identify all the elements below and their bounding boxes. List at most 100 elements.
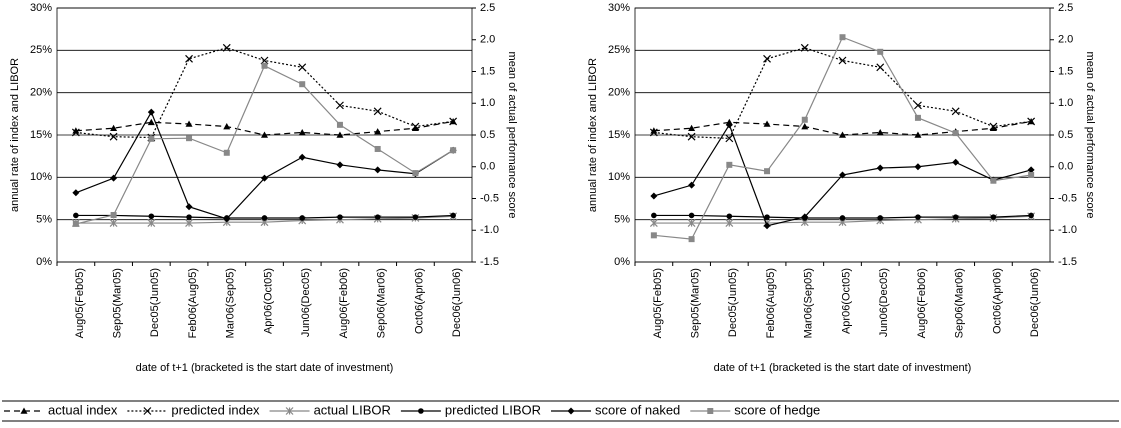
marker-part	[450, 212, 456, 219]
marker-part	[374, 128, 382, 135]
y-tick-label: 25%	[608, 44, 630, 56]
data-point	[876, 164, 884, 172]
marker-part	[298, 153, 306, 161]
y2-tick-label: -0.5	[1058, 192, 1077, 204]
legend-label: actual LIBOR	[314, 402, 391, 417]
y2-tick-label: 2.5	[1058, 2, 1073, 14]
data-point	[876, 63, 885, 72]
marker-part	[650, 192, 658, 200]
marker-part	[186, 214, 192, 220]
marker-part	[20, 407, 28, 414]
marker-part	[763, 120, 771, 127]
marker-part	[707, 408, 714, 414]
data-point	[185, 203, 193, 211]
data-point	[298, 153, 306, 161]
marker-part	[143, 407, 152, 415]
marker-part	[989, 124, 997, 132]
series-line	[75, 47, 454, 139]
y-tick-label: 10%	[30, 171, 52, 183]
marker-part	[223, 215, 231, 223]
data-point	[374, 166, 382, 174]
marker-part	[688, 181, 696, 189]
legend-label: score of naked	[595, 402, 680, 417]
marker-part	[800, 43, 809, 52]
x-tick-label: Apr06(Oct05)	[262, 268, 274, 334]
data-point	[336, 161, 344, 169]
data-point	[336, 101, 344, 110]
marker-part	[223, 149, 230, 156]
y2-tick-label: -0.5	[480, 192, 499, 204]
marker-part	[261, 62, 268, 69]
y-tick-label: 10%	[608, 171, 630, 183]
marker-part	[449, 117, 458, 126]
data-point	[839, 131, 846, 138]
y2-tick-label: 0.5	[480, 129, 495, 141]
y-tick-label: 30%	[608, 2, 630, 14]
marker-part	[839, 215, 846, 221]
marker-part	[71, 128, 80, 137]
marker-part	[147, 108, 155, 116]
data-point	[914, 101, 922, 110]
marker-part	[73, 212, 79, 219]
legend-marker	[143, 407, 152, 415]
marker-part	[450, 147, 457, 154]
y2-tick-label: 2.0	[1058, 34, 1073, 46]
marker-part	[374, 145, 381, 152]
marker-part	[185, 203, 193, 211]
data-point	[336, 121, 343, 128]
data-point	[725, 219, 734, 227]
data-point	[185, 120, 193, 127]
x-tick-label: Feb06(Aug05)	[765, 268, 777, 338]
data-point	[449, 117, 458, 126]
y2-tick-label: -1.5	[1058, 256, 1077, 268]
marker-part	[185, 120, 193, 127]
marker-part	[336, 101, 344, 110]
marker-part	[261, 174, 268, 182]
y2-tick-label: 2.0	[480, 34, 495, 46]
marker-part	[877, 215, 884, 221]
data-point	[109, 219, 118, 227]
marker-part	[374, 214, 381, 220]
data-point	[186, 135, 193, 142]
marker-part	[261, 215, 268, 221]
marker-part	[72, 189, 80, 197]
data-point	[952, 158, 960, 166]
data-point	[223, 215, 231, 223]
data-point	[411, 122, 420, 131]
legend-label: actual index	[48, 402, 118, 417]
y2-tick-label: 1.0	[1058, 97, 1073, 109]
data-point	[989, 124, 997, 132]
marker-part	[110, 174, 118, 182]
x-tick-label: Aug06(Feb06)	[338, 268, 350, 338]
marker-part	[72, 127, 80, 134]
legend-label: score of hedge	[734, 402, 820, 417]
marker-part	[336, 121, 343, 128]
x-tick-label: Dec05(Jun05)	[149, 268, 161, 337]
marker-part	[952, 214, 959, 220]
data-point	[223, 149, 230, 156]
marker-part	[222, 43, 231, 52]
data-point	[261, 174, 268, 182]
legend-marker	[567, 407, 575, 415]
marker-part	[110, 212, 117, 219]
y2-tick-label: 0.5	[1058, 129, 1073, 141]
marker-part	[839, 131, 846, 138]
marker-part	[223, 123, 231, 130]
x-tick-label: Aug05(Feb05)	[74, 268, 86, 338]
marker-part	[650, 127, 658, 134]
marker-part	[688, 236, 695, 243]
y-tick-label: 5%	[614, 214, 630, 226]
y-tick-label: 25%	[30, 44, 52, 56]
marker-part	[567, 407, 575, 415]
x-tick-label: Apr06(Oct05)	[840, 268, 852, 334]
x-tick-label: Jun06(Dec05)	[300, 268, 312, 337]
data-point	[952, 214, 959, 220]
marker-part	[914, 101, 922, 110]
data-point	[801, 123, 809, 130]
legend-marker	[285, 407, 294, 415]
y2-tick-label: 0.0	[480, 161, 495, 173]
marker-part	[764, 168, 771, 175]
data-point	[763, 222, 771, 230]
legend-marker	[707, 408, 714, 414]
marker-part	[336, 161, 344, 169]
